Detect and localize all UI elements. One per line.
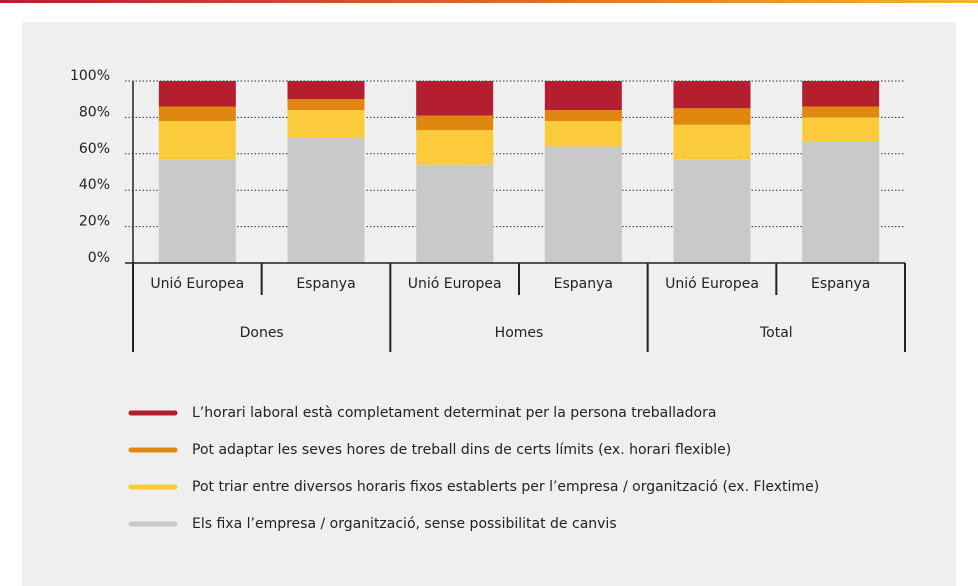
bar-segment: [544, 110, 622, 122]
bar-segment: [544, 121, 622, 147]
y-tick-label: 60%: [79, 141, 110, 157]
x-tick-label: Unió Europea: [408, 276, 502, 292]
bar-segment: [287, 137, 365, 263]
group-label: Dones: [240, 325, 284, 341]
bar-segment: [544, 146, 622, 263]
bar-segment: [802, 117, 880, 142]
bar-segment: [158, 106, 236, 122]
group-label: Homes: [495, 325, 544, 341]
top-bar: [0, 0, 978, 3]
y-tick-label: 80%: [79, 104, 110, 120]
bar-segment: [158, 159, 236, 263]
legend-label: L’horari laboral està completament deter…: [192, 405, 716, 421]
bar-segment: [673, 124, 751, 160]
bar-segment: [287, 110, 365, 138]
x-tick-label: Espanya: [811, 276, 870, 292]
bar-segment: [416, 130, 494, 165]
bar-segment: [673, 108, 751, 125]
bar-segment: [673, 159, 751, 263]
y-tick-label: 20%: [79, 214, 110, 230]
legend-label: Els fixa l’empresa / organització, sense…: [192, 516, 617, 532]
bar-segment: [416, 81, 494, 116]
bar-segment: [802, 81, 880, 107]
y-tick-label: 100%: [70, 68, 110, 84]
bar-segment: [416, 164, 494, 263]
y-tick-label: 0%: [88, 250, 110, 266]
legend-label: Pot triar entre diversos horaris fixos e…: [192, 479, 819, 495]
x-tick-label: Unió Europea: [150, 276, 244, 292]
x-tick-label: Espanya: [554, 276, 613, 292]
bar-segment: [802, 141, 880, 263]
x-tick-label: Espanya: [296, 276, 355, 292]
bar-segment: [544, 81, 622, 111]
group-label: Total: [759, 325, 793, 341]
bar-segment: [287, 81, 365, 100]
legend-label: Pot adaptar les seves hores de treball d…: [192, 442, 731, 458]
bar-segment: [158, 121, 236, 160]
bar-segment: [416, 115, 494, 131]
x-tick-label: Unió Europea: [665, 276, 759, 292]
bar-segment: [673, 81, 751, 109]
y-tick-label: 40%: [79, 177, 110, 193]
bar-segment: [287, 99, 365, 111]
bar-segment: [802, 106, 880, 118]
bar-segment: [158, 81, 236, 107]
